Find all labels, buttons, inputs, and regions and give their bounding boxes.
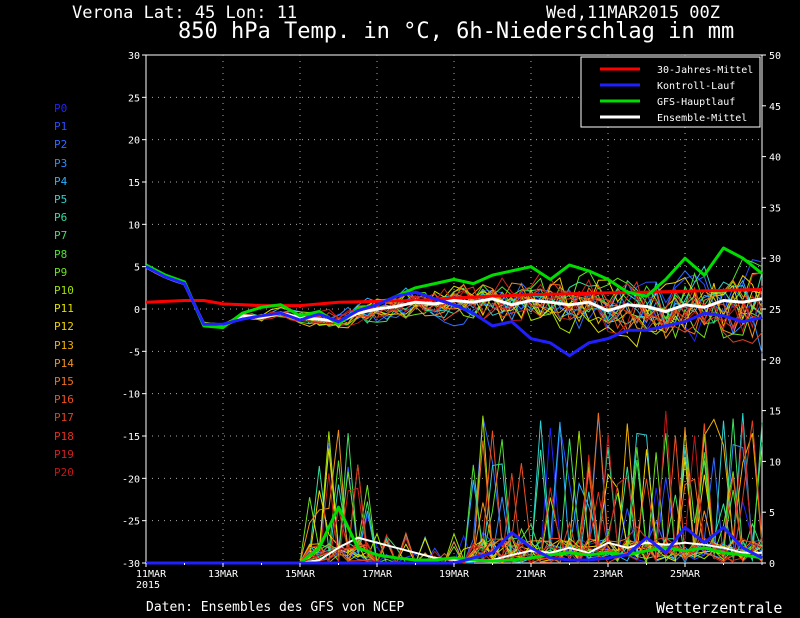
member-label: P7	[54, 229, 68, 243]
member-label: P2	[54, 138, 68, 152]
member-label: P12	[54, 320, 74, 334]
y-right-tick-label: 20	[769, 356, 781, 367]
y-right-tick-label: 15	[769, 407, 781, 418]
member-label: P18	[54, 429, 74, 443]
member-label: P1	[54, 120, 68, 134]
y-left-tick-label: 15	[128, 178, 140, 189]
legend: 30-Jahres-Mittel Kontroll-Lauf GFS-Hauptla…	[580, 56, 761, 128]
x-tick-label: 25MAR	[670, 569, 701, 580]
y-left-tick-label: -5	[128, 347, 140, 358]
y-right-tick-label: 45	[769, 102, 781, 113]
x-tick-label: 19MAR	[439, 569, 470, 580]
y-right-tick-label: 30	[769, 254, 781, 265]
x-tick-label: 21MAR	[516, 569, 547, 580]
y-left-tick-label: -20	[122, 474, 140, 485]
y-right-tick-label: 40	[769, 153, 781, 164]
y-right-tick-label: 50	[769, 51, 781, 62]
y-right-tick-label: 0	[769, 559, 775, 570]
x-tick-label: 23MAR	[593, 569, 624, 580]
y-right-tick-label: 35	[769, 203, 781, 214]
legend-label: GFS-Hauptlauf	[657, 97, 735, 108]
member-label: P17	[54, 411, 74, 425]
chart-title: 850 hPa Temp. in °C, 6h-Niederschlag in …	[178, 19, 735, 44]
member-label: P10	[54, 284, 74, 297]
x-tick-label: 11MAR	[136, 569, 167, 580]
y-left-tick-label: 20	[128, 136, 140, 147]
legend-label: Kontroll-Lauf	[657, 81, 735, 92]
member-label: P20	[54, 466, 74, 479]
y-left-tick-label: 10	[128, 220, 140, 231]
legend-label: Ensemble-Mittel	[657, 113, 747, 124]
x-axis: 11MAR2015 13MAR 15MAR 17MAR 19MAR 21MAR 23MAR 2…	[136, 563, 763, 591]
y-axis-left: 30 25 20 15 10 5 0 -5 -10 -15 -20 -25 -30	[122, 51, 146, 570]
member-label: P3	[54, 156, 68, 170]
y-right-tick-label: 10	[769, 457, 781, 468]
series-line	[146, 505, 763, 565]
grid	[146, 55, 762, 563]
series-line	[145, 265, 763, 358]
member-label: P0	[54, 102, 68, 115]
legend-label: 30-Jahres-Mittel	[657, 65, 753, 76]
run-date: Wed,11MAR2015 00Z	[546, 3, 720, 23]
y-left-tick-label: -15	[122, 432, 140, 443]
x-tick-label: 17MAR	[362, 569, 393, 580]
member-label: P9	[54, 265, 68, 279]
member-label: P8	[54, 247, 68, 261]
x-tick-label: 15MAR	[285, 569, 316, 580]
member-label: P14	[54, 356, 74, 370]
y-left-tick-label: 5	[134, 263, 140, 274]
member-label: P4	[54, 174, 68, 188]
chart-series	[145, 246, 763, 565]
member-label: P6	[54, 211, 68, 225]
series-line	[146, 536, 762, 564]
y-left-tick-label: 25	[128, 93, 140, 104]
member-label: P19	[54, 447, 74, 461]
member-label: P11	[54, 302, 74, 316]
series-line	[146, 525, 763, 565]
member-label: P16	[54, 393, 74, 407]
member-label: P15	[54, 375, 74, 388]
station-info: Verona Lat: 45 Lon: 11	[72, 3, 298, 23]
series-line	[145, 265, 763, 328]
data-source: Daten: Ensembles des GFS von NCEP	[146, 600, 405, 615]
member-label: P5	[54, 193, 68, 206]
y-left-tick-label: 0	[134, 305, 140, 316]
member-temp-line	[145, 266, 763, 330]
y-right-tick-label: 25	[769, 305, 781, 316]
member-label: P13	[54, 338, 74, 352]
x-tick-label: 2015	[136, 580, 160, 591]
brand-label: Wetterzentrale	[656, 599, 783, 617]
y-left-tick-label: -10	[122, 390, 140, 401]
x-tick-label: 13MAR	[208, 569, 239, 580]
series-line	[145, 246, 763, 330]
y-left-tick-label: -30	[122, 559, 140, 570]
y-right-tick-label: 5	[769, 508, 775, 519]
y-left-tick-label: -25	[122, 517, 140, 528]
y-left-tick-label: 30	[128, 51, 140, 62]
